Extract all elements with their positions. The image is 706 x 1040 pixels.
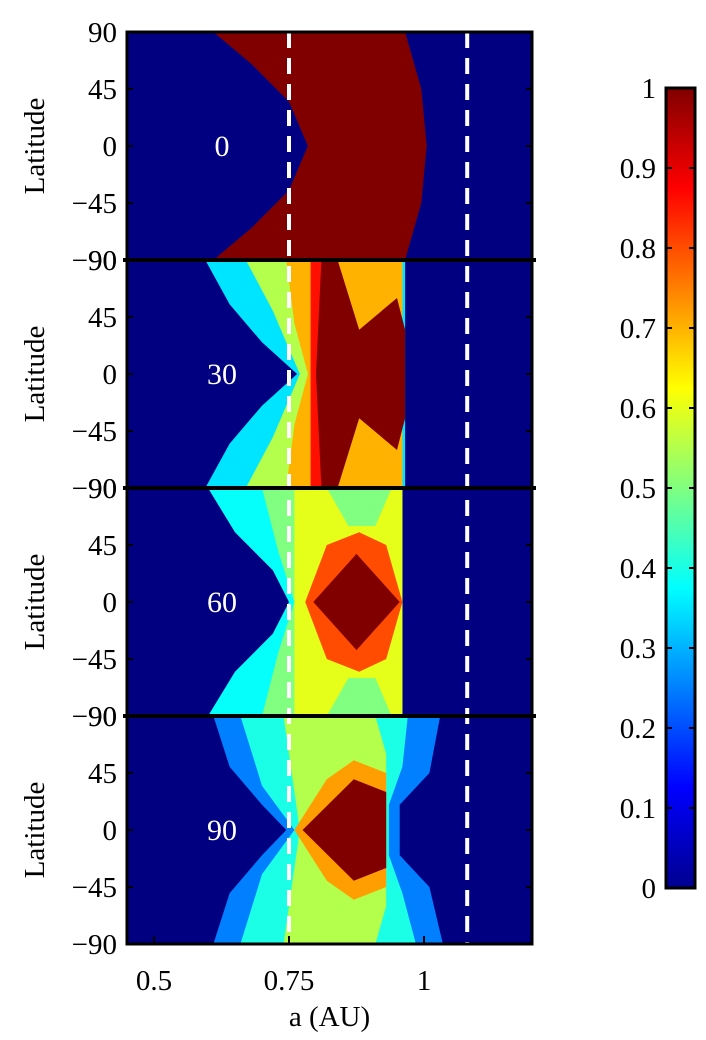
y-tick-label: 45 xyxy=(88,302,117,334)
y-tick-label: 0 xyxy=(103,587,118,619)
plot-overlay xyxy=(123,30,536,946)
colorbar-tick-label: 1 xyxy=(642,73,657,105)
heatmap-panels xyxy=(127,32,532,944)
heatmap-region xyxy=(302,779,387,881)
y-tick-label: 90 xyxy=(88,17,117,49)
y-tick-label: −90 xyxy=(72,473,117,505)
colorbar-tick-label: 0.7 xyxy=(620,313,656,345)
y-tick-label: −45 xyxy=(72,188,117,220)
y-tick-label: 90 xyxy=(88,473,117,505)
panel-0 xyxy=(127,32,532,260)
y-axis-label: Latitude xyxy=(19,554,51,651)
axes-labels: 0 90 45 0 −45 −90 Latitude 30 90 45 0 −45 −90 Latitud… xyxy=(19,17,431,1033)
y-tick-label: −90 xyxy=(72,929,117,961)
y-tick-label: −90 xyxy=(72,701,117,733)
y-tick-label: 90 xyxy=(88,245,117,277)
panel-30 xyxy=(127,260,532,488)
colorbar-tick-label: 0.1 xyxy=(620,793,656,825)
colorbar-tick-label: 0.6 xyxy=(620,393,656,425)
colorbar-tick-label: 0.2 xyxy=(620,713,656,745)
colorbar-tick-label: 0.9 xyxy=(620,153,656,185)
y-tick-label: 0 xyxy=(103,131,118,163)
panel-60 xyxy=(127,488,532,716)
y-tick-label: −45 xyxy=(72,416,117,448)
y-tick-label: 45 xyxy=(88,530,117,562)
x-tick-label: 0.75 xyxy=(264,965,315,997)
colorbar: 0 0.1 0.2 0.3 0.4 0.5 0.6 0.7 0.8 0.9 1 xyxy=(620,73,697,905)
x-tick-label: 0.5 xyxy=(136,965,172,997)
panel-annotation: 60 xyxy=(207,586,237,619)
y-tick-label: 90 xyxy=(88,701,117,733)
panel-annotation: 0 xyxy=(215,130,230,163)
y-tick-label: −90 xyxy=(72,245,117,277)
panel-annotation: 90 xyxy=(207,814,237,847)
panel-annotation: 30 xyxy=(207,358,237,391)
panel-90 xyxy=(127,716,532,944)
y-tick-label: 45 xyxy=(88,758,117,790)
heatmap-region xyxy=(316,260,406,488)
y-tick-label: 0 xyxy=(103,359,118,391)
x-axis-label: a (AU) xyxy=(289,1001,370,1033)
y-tick-label: −45 xyxy=(72,872,117,904)
colorbar-tick-label: 0.4 xyxy=(620,553,657,585)
colorbar-tick-label: 0.5 xyxy=(620,473,656,505)
y-tick-label: 45 xyxy=(88,74,117,106)
y-tick-label: 0 xyxy=(103,815,118,847)
x-tick-label: 1 xyxy=(417,965,432,997)
colorbar-tick-label: 0.8 xyxy=(620,233,656,265)
colorbar-tick-label: 0 xyxy=(642,873,657,905)
y-axis-label: Latitude xyxy=(19,326,51,423)
y-tick-label: −45 xyxy=(72,644,117,676)
y-axis-label: Latitude xyxy=(19,98,51,195)
y-axis-label: Latitude xyxy=(19,782,51,879)
colorbar-tick-label: 0.3 xyxy=(620,633,656,665)
heatmap-region xyxy=(213,32,427,260)
heatmap-region xyxy=(313,553,400,651)
